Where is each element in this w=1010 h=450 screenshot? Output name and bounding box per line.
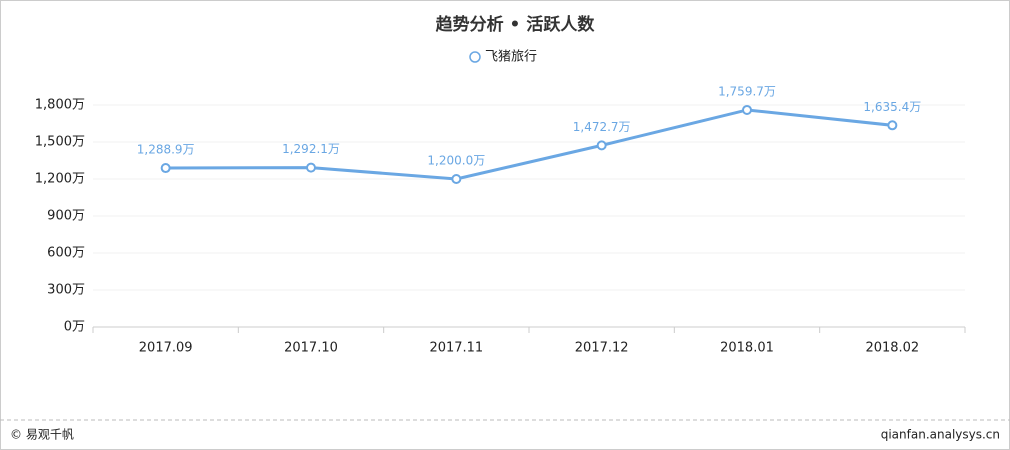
data-label: 1,635.4万 xyxy=(863,100,921,114)
point xyxy=(306,162,316,173)
data-label: 1,472.7万 xyxy=(573,120,631,134)
y-tick-label: 600万 xyxy=(47,246,85,261)
x-tick-label: 2017.11 xyxy=(429,341,483,356)
x-tick-label: 2018.01 xyxy=(720,341,774,356)
chart-title: 趋势分析 • 活跃人数 xyxy=(436,14,596,35)
data-label: 1,200.0万 xyxy=(427,154,485,168)
x-tick-label: 2017.10 xyxy=(284,341,338,356)
point xyxy=(742,104,752,115)
point xyxy=(596,140,607,151)
footer-source: © 易观千帆 xyxy=(10,427,74,442)
series-line xyxy=(165,108,893,181)
y-tick-label: 900万 xyxy=(47,209,85,224)
point xyxy=(160,163,171,174)
point xyxy=(887,120,898,131)
point xyxy=(451,174,462,184)
data-label: 1,759.7万 xyxy=(718,84,776,98)
legend-marker xyxy=(469,51,481,63)
y-tick-label: 300万 xyxy=(47,283,85,298)
x-tick-label: 2018.02 xyxy=(865,341,919,356)
data-label: 1,288.9万 xyxy=(137,143,195,157)
data-label: 1,292.1万 xyxy=(282,142,340,156)
legend-label: 飞猪旅行 xyxy=(485,50,537,65)
footer-site: qianfan.analysys.cn xyxy=(881,428,1000,442)
y-tick-label: 1,800万 xyxy=(35,98,85,113)
y-tick-label: 0万 xyxy=(64,320,85,335)
x-tick-label: 2017.12 xyxy=(575,341,629,356)
y-tick-label: 1,500万 xyxy=(35,135,85,150)
x-tick-label: 2017.09 xyxy=(139,341,193,356)
y-tick-label: 1,200万 xyxy=(35,172,85,187)
